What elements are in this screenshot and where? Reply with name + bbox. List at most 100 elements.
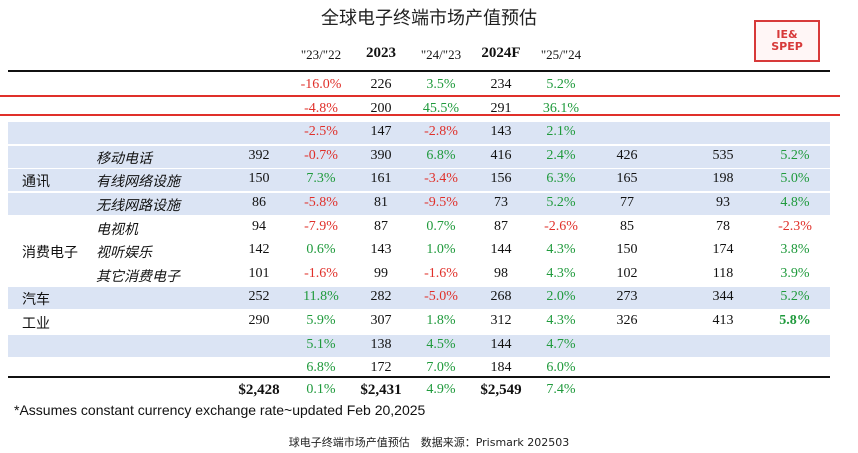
cell-v26: 118	[712, 265, 734, 281]
cell-v25: 150	[616, 242, 638, 258]
cell-v25: 85	[620, 218, 634, 234]
red-stamp: IE& SPEP	[754, 20, 820, 62]
cell-v26: 93	[716, 195, 730, 210]
cell-v24: 144	[490, 242, 512, 258]
cell-v25: 165	[616, 171, 638, 187]
cell-v24: 268	[490, 289, 512, 305]
cell-c25: -2.6%	[544, 218, 578, 234]
page-title: 全球电子终端市场产值预估	[321, 8, 537, 29]
red-underline-1	[0, 95, 840, 97]
cell-v22: 101	[248, 265, 270, 281]
cell-v25: 426	[616, 147, 638, 163]
segment-label: 消费电子	[22, 245, 78, 262]
cell-c24: 4.5%	[426, 336, 456, 352]
cell-c24: 7.0%	[426, 360, 456, 376]
cell-c24: 1.0%	[426, 242, 456, 258]
cell-v24: 87	[494, 218, 508, 234]
cell-v23: 99	[374, 265, 388, 281]
cell-v24: 234	[490, 77, 512, 92]
cell-v22: 86	[252, 195, 266, 210]
cell-c23: 7.3%	[306, 171, 336, 187]
table-row: -4.8% 200 45.5% 291 36.1%	[8, 99, 830, 121]
cell-c24: -9.5%	[424, 195, 458, 210]
cell-c25: 5.2%	[546, 195, 576, 210]
cell-c25: 36.1%	[542, 100, 580, 116]
cell-c25: 2.4%	[546, 147, 576, 163]
cell-v24: 144	[490, 336, 512, 352]
total-change-24: 4.9%	[426, 382, 456, 397]
cell-c23: -4.8%	[304, 100, 338, 116]
cell-v26: 78	[716, 218, 730, 234]
cell-c25: 5.2%	[546, 77, 576, 92]
header-2023: 2023	[366, 45, 396, 61]
total-2023: $2,431	[360, 382, 402, 398]
table-row: 无线网路设施 86 -5.8% 81 -9.5% 73 5.2% 77 93 4.8%	[8, 193, 830, 215]
cell-v23: 147	[370, 124, 392, 140]
segment-label: 汽车	[22, 292, 50, 309]
cell-c23: -7.9%	[304, 218, 338, 234]
total-2022: $2,428	[238, 382, 280, 398]
cell-v23: 282	[370, 289, 392, 305]
cell-c23: -5.8%	[304, 195, 338, 210]
cell-v24: 98	[494, 265, 508, 281]
total-2024: $2,549	[480, 382, 522, 398]
subcategory-label: 有线网络设施	[96, 174, 180, 191]
cell-v24: 73	[494, 195, 508, 210]
cell-c26: 5.2%	[780, 147, 810, 163]
red-underline-2	[0, 114, 840, 116]
cell-c23: -0.7%	[304, 147, 338, 163]
cell-c25: 4.7%	[546, 336, 576, 352]
cell-c26: 4.8%	[780, 195, 810, 210]
cell-c26: 5.2%	[780, 289, 810, 305]
subcategory-label: 视听娱乐	[96, 245, 152, 262]
cell-c24: 6.8%	[426, 147, 456, 163]
cell-c25: 2.1%	[546, 124, 576, 140]
cell-v23: 307	[370, 313, 392, 328]
cell-c26: 5.0%	[780, 171, 810, 187]
cell-v25: 102	[616, 265, 638, 281]
cell-v23: 226	[370, 77, 392, 92]
cell-c25: 6.3%	[546, 171, 576, 187]
cell-v26: 198	[712, 171, 734, 187]
header-change-23-22: "23/"22	[300, 47, 342, 62]
cell-v24: 312	[490, 313, 512, 328]
cell-c24: 1.8%	[426, 313, 456, 328]
table-row: 其它消费电子 101 -1.6% 99 -1.6% 98 4.3% 102 118 3.9%	[8, 264, 830, 286]
cell-c26: 3.8%	[780, 242, 810, 258]
table-row: 5.1% 138 4.5% 144 4.7%	[8, 334, 830, 357]
cell-v26: 174	[712, 242, 734, 258]
table-row: -2.5% 147 -2.8% 143 2.1%	[8, 122, 830, 145]
table-bottom-rule	[8, 376, 830, 378]
subcategory-label: 移动电话	[96, 150, 152, 167]
cell-v22: 252	[248, 289, 270, 305]
cell-c25: 4.3%	[546, 265, 576, 281]
subcategory-label: 其它消费电子	[96, 268, 180, 285]
table-row: 消费电子 视听娱乐 142 0.6% 143 1.0% 144 4.3% 150 174 3.8%	[8, 240, 830, 262]
table-top-rule	[8, 70, 830, 72]
cell-v23: 161	[370, 171, 392, 187]
cell-v26: 535	[712, 147, 734, 163]
cell-v25: 77	[620, 195, 634, 210]
stamp-line-1: IE&	[776, 28, 798, 41]
cell-v23: 172	[370, 360, 392, 376]
cell-v24: 143	[490, 124, 512, 140]
cell-c24: 45.5%	[422, 100, 460, 116]
cell-c24: -5.0%	[424, 289, 458, 305]
cell-v23: 81	[374, 195, 388, 210]
table-row: 汽车 252 11.8% 282 -5.0% 268 2.0% 273 344 5.2%	[8, 287, 830, 310]
cell-c26: 5.8%	[779, 313, 811, 328]
cell-c23: 0.6%	[306, 242, 336, 258]
cell-c25: 4.3%	[546, 242, 576, 258]
header-change-24-23: "24/"23	[420, 47, 462, 62]
cell-v22: 392	[248, 147, 270, 163]
cell-v25: 326	[616, 313, 638, 328]
table-row: 移动电话 392 -0.7% 390 6.8% 416 2.4% 426 535 5.2%	[8, 145, 830, 168]
cell-v23: 87	[374, 218, 388, 234]
header-change-25-24: "25/"24	[540, 47, 582, 62]
cell-c23: 5.1%	[306, 336, 336, 352]
cell-v23: 390	[370, 147, 392, 163]
cell-v22: 290	[248, 313, 270, 328]
cell-v24: 184	[490, 360, 512, 376]
cell-c24: -3.4%	[424, 171, 458, 187]
cell-v22: 142	[248, 242, 270, 258]
